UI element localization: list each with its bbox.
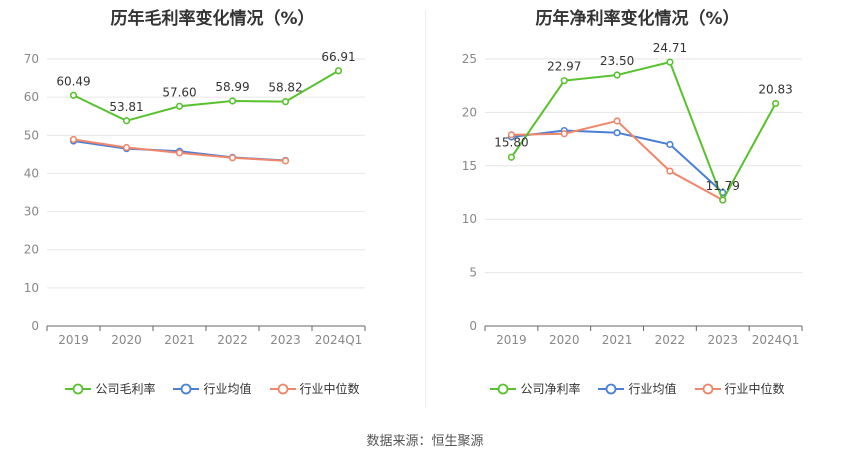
data-source: 数据来源：恒生聚源 (366, 434, 484, 449)
legend-item[interactable]: 公司净利率 (490, 380, 580, 397)
legend-item[interactable]: 公司毛利率 (65, 380, 155, 397)
series-line (510, 60, 777, 203)
data-point (666, 167, 674, 175)
data-label: 20.83 (758, 83, 792, 97)
legend-swatch (598, 383, 625, 394)
data-point (613, 129, 621, 137)
x-tick-label: 2023 (270, 333, 301, 347)
x-tick-label: 2022 (217, 333, 248, 347)
chart-legend: 公司毛利率 行业均值 行业中位数 (0, 380, 425, 397)
data-point (228, 154, 237, 162)
legend-item[interactable]: 行业中位数 (694, 380, 785, 397)
data-point (175, 149, 184, 157)
x-tick-label: 2021 (164, 333, 195, 347)
x-tick-label: 2024Q1 (752, 333, 800, 347)
x-tick-label: 2024Q1 (315, 333, 363, 347)
data-label: 58.99 (215, 80, 249, 94)
legend-swatch (694, 383, 721, 394)
data-point (666, 58, 674, 66)
data-label: 53.81 (109, 100, 143, 114)
legend-label: 行业中位数 (724, 382, 785, 396)
x-tick-label: 2020 (111, 333, 142, 347)
legend-label: 行业均值 (628, 382, 677, 396)
data-point (122, 143, 131, 152)
legend-swatch (269, 383, 296, 394)
x-tick-label: 2019 (58, 333, 89, 347)
y-tick-label: 10 (462, 212, 477, 226)
net-margin-chart: 0 5 10 15 20 25 2019 2020 2021 2022 2023 2024Q1 15.8… (462, 41, 803, 347)
legend-item[interactable]: 行业均值 (598, 380, 677, 397)
y-tick-label: 0 (31, 319, 39, 333)
x-tick-label: 2020 (549, 333, 580, 347)
y-tick-label: 60 (24, 90, 39, 104)
legend-marker (277, 383, 288, 394)
data-point (281, 98, 290, 106)
data-point (560, 77, 568, 85)
legend-label: 公司毛利率 (95, 382, 156, 396)
legend-marker (498, 383, 509, 394)
net-margin-panel: 历年净利率变化情况（%） 0 5 10 15 20 25 2019 2020 2021 2022 2… (425, 0, 850, 420)
y-tick-label: 30 (24, 205, 39, 219)
legend-marker (73, 383, 84, 394)
x-tick-label: 2022 (655, 333, 686, 347)
legend-swatch (65, 383, 92, 394)
chart-legend: 公司净利率 行业均值 行业中位数 (425, 380, 850, 397)
y-tick-label: 20 (462, 105, 477, 119)
legend-swatch (490, 383, 517, 394)
gross-margin-chart: 0 10 20 30 40 50 60 70 2019 2020 2021 2022 2023 2024Q… (24, 50, 366, 347)
data-point (228, 97, 237, 105)
legend-marker (702, 383, 713, 394)
panel-divider (425, 10, 426, 408)
data-point (560, 130, 568, 138)
data-point (666, 140, 674, 149)
y-tick-label: 40 (24, 166, 39, 180)
data-point (69, 91, 78, 99)
legend-label: 公司净利率 (520, 382, 581, 396)
legend-item[interactable]: 行业中位数 (269, 380, 360, 397)
data-point (281, 157, 290, 165)
data-label: 23.50 (600, 54, 634, 68)
legend-swatch (173, 383, 200, 394)
data-point (613, 71, 621, 79)
x-tick-label: 2023 (707, 333, 738, 347)
data-point (334, 67, 343, 75)
data-label: 22.97 (547, 60, 581, 74)
data-point (122, 117, 131, 125)
data-point (175, 102, 184, 110)
data-point (507, 131, 516, 139)
data-label: 58.82 (268, 81, 302, 95)
y-tick-label: 5 (469, 266, 477, 280)
chart-title: 历年净利率变化情况（%） (535, 9, 740, 29)
data-point (613, 117, 621, 125)
legend-item[interactable]: 行业均值 (173, 380, 252, 397)
y-tick-label: 15 (462, 159, 477, 173)
series-line (73, 69, 340, 122)
chart-title: 历年毛利率变化情况（%） (110, 9, 315, 29)
y-tick-label: 0 (469, 319, 477, 333)
data-label: 60.49 (56, 74, 90, 88)
data-label: 15.80 (494, 135, 528, 149)
data-point (507, 153, 516, 161)
x-tick-label: 2021 (602, 333, 633, 347)
legend-marker (606, 383, 617, 394)
legend-marker (181, 383, 192, 394)
y-tick-label: 70 (24, 52, 39, 66)
gross-margin-panel: 历年毛利率变化情况（%） 0 10 20 30 40 50 60 70 2019 2020 2021… (0, 0, 425, 420)
legend-label: 行业均值 (203, 382, 252, 396)
data-point (69, 135, 78, 144)
x-tick-label: 2019 (496, 333, 527, 347)
legend-label: 行业中位数 (299, 382, 360, 396)
data-point (771, 99, 780, 108)
data-label: 11.79 (706, 179, 740, 193)
y-tick-label: 20 (24, 243, 39, 257)
data-label: 57.60 (162, 85, 196, 99)
y-tick-label: 25 (462, 52, 477, 66)
data-label: 24.71 (653, 41, 687, 55)
data-point (719, 196, 727, 204)
y-tick-label: 50 (24, 128, 39, 142)
y-tick-label: 10 (24, 281, 39, 295)
data-label: 66.91 (321, 50, 355, 64)
